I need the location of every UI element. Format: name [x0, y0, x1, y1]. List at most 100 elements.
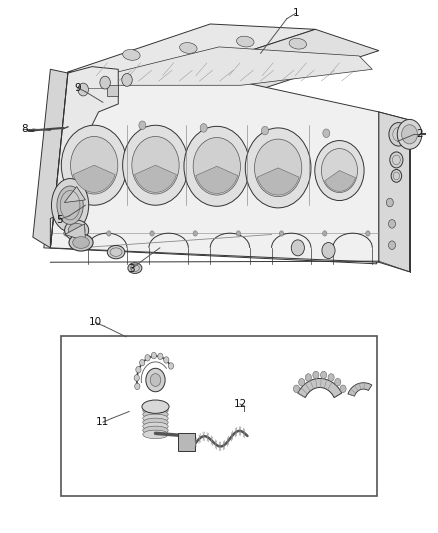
Polygon shape	[64, 187, 85, 203]
Ellipse shape	[143, 430, 168, 439]
Circle shape	[140, 359, 145, 366]
Circle shape	[313, 372, 319, 379]
Ellipse shape	[107, 245, 125, 259]
Circle shape	[134, 383, 140, 390]
Ellipse shape	[142, 400, 169, 414]
Ellipse shape	[143, 406, 168, 415]
Circle shape	[335, 378, 341, 386]
Circle shape	[390, 152, 403, 168]
Ellipse shape	[143, 426, 168, 435]
Ellipse shape	[69, 234, 93, 251]
Polygon shape	[65, 224, 85, 241]
Circle shape	[78, 83, 88, 96]
Circle shape	[245, 128, 311, 208]
Polygon shape	[298, 378, 342, 398]
Ellipse shape	[143, 422, 168, 431]
Polygon shape	[325, 171, 356, 191]
Circle shape	[386, 198, 393, 207]
Circle shape	[168, 363, 173, 369]
Polygon shape	[169, 29, 379, 99]
Bar	[178, 433, 195, 451]
Text: 11: 11	[96, 417, 110, 427]
Ellipse shape	[180, 43, 197, 53]
Ellipse shape	[57, 186, 83, 224]
Ellipse shape	[64, 220, 88, 240]
Ellipse shape	[143, 418, 168, 426]
Circle shape	[322, 243, 335, 259]
Circle shape	[158, 353, 163, 360]
Bar	[61, 336, 377, 496]
Circle shape	[389, 220, 396, 228]
Text: 9: 9	[74, 83, 81, 93]
Circle shape	[391, 169, 402, 182]
Circle shape	[164, 357, 169, 363]
Circle shape	[64, 231, 68, 236]
Circle shape	[236, 231, 240, 236]
Polygon shape	[134, 165, 177, 192]
Circle shape	[299, 378, 305, 386]
Circle shape	[193, 231, 198, 236]
Circle shape	[389, 241, 396, 249]
Polygon shape	[196, 166, 238, 193]
Circle shape	[389, 123, 408, 146]
Circle shape	[145, 354, 150, 361]
Polygon shape	[50, 73, 379, 262]
Circle shape	[150, 231, 154, 236]
Polygon shape	[50, 67, 118, 248]
Polygon shape	[257, 168, 299, 195]
Circle shape	[71, 136, 118, 194]
Bar	[107, 85, 118, 96]
Circle shape	[100, 76, 110, 89]
Ellipse shape	[143, 410, 168, 419]
Circle shape	[200, 124, 207, 132]
Text: 10: 10	[89, 318, 102, 327]
Circle shape	[397, 119, 422, 149]
Circle shape	[193, 138, 240, 195]
Ellipse shape	[289, 38, 307, 49]
Ellipse shape	[68, 223, 85, 237]
Polygon shape	[96, 47, 372, 85]
Circle shape	[123, 125, 188, 205]
Circle shape	[340, 385, 346, 392]
Circle shape	[261, 126, 268, 135]
Ellipse shape	[237, 36, 254, 47]
Circle shape	[291, 240, 304, 256]
Polygon shape	[68, 24, 315, 77]
Ellipse shape	[51, 179, 88, 232]
Circle shape	[305, 374, 311, 381]
Circle shape	[402, 125, 417, 144]
Ellipse shape	[123, 50, 140, 60]
Text: 12: 12	[233, 399, 247, 409]
Text: 3: 3	[128, 264, 135, 274]
Circle shape	[151, 352, 156, 359]
Text: 8: 8	[21, 124, 28, 134]
Polygon shape	[73, 165, 115, 192]
Circle shape	[323, 129, 330, 138]
Circle shape	[366, 231, 370, 236]
Ellipse shape	[73, 237, 89, 248]
Circle shape	[184, 126, 250, 206]
Polygon shape	[44, 72, 377, 264]
Polygon shape	[348, 383, 372, 396]
Circle shape	[132, 136, 179, 194]
Text: 5: 5	[56, 215, 63, 224]
Circle shape	[321, 149, 357, 192]
Circle shape	[150, 374, 161, 386]
Circle shape	[122, 74, 132, 86]
Circle shape	[136, 367, 141, 373]
Circle shape	[322, 231, 327, 236]
Circle shape	[321, 372, 327, 379]
Polygon shape	[379, 112, 410, 272]
Polygon shape	[33, 69, 68, 248]
Circle shape	[254, 139, 302, 197]
Ellipse shape	[128, 263, 142, 273]
Circle shape	[279, 231, 284, 236]
Circle shape	[328, 374, 334, 381]
Circle shape	[139, 121, 146, 130]
Circle shape	[293, 385, 300, 392]
Text: 1: 1	[292, 9, 299, 18]
Circle shape	[61, 125, 127, 205]
Circle shape	[315, 141, 364, 200]
Text: 2: 2	[416, 130, 423, 139]
Circle shape	[146, 368, 165, 392]
